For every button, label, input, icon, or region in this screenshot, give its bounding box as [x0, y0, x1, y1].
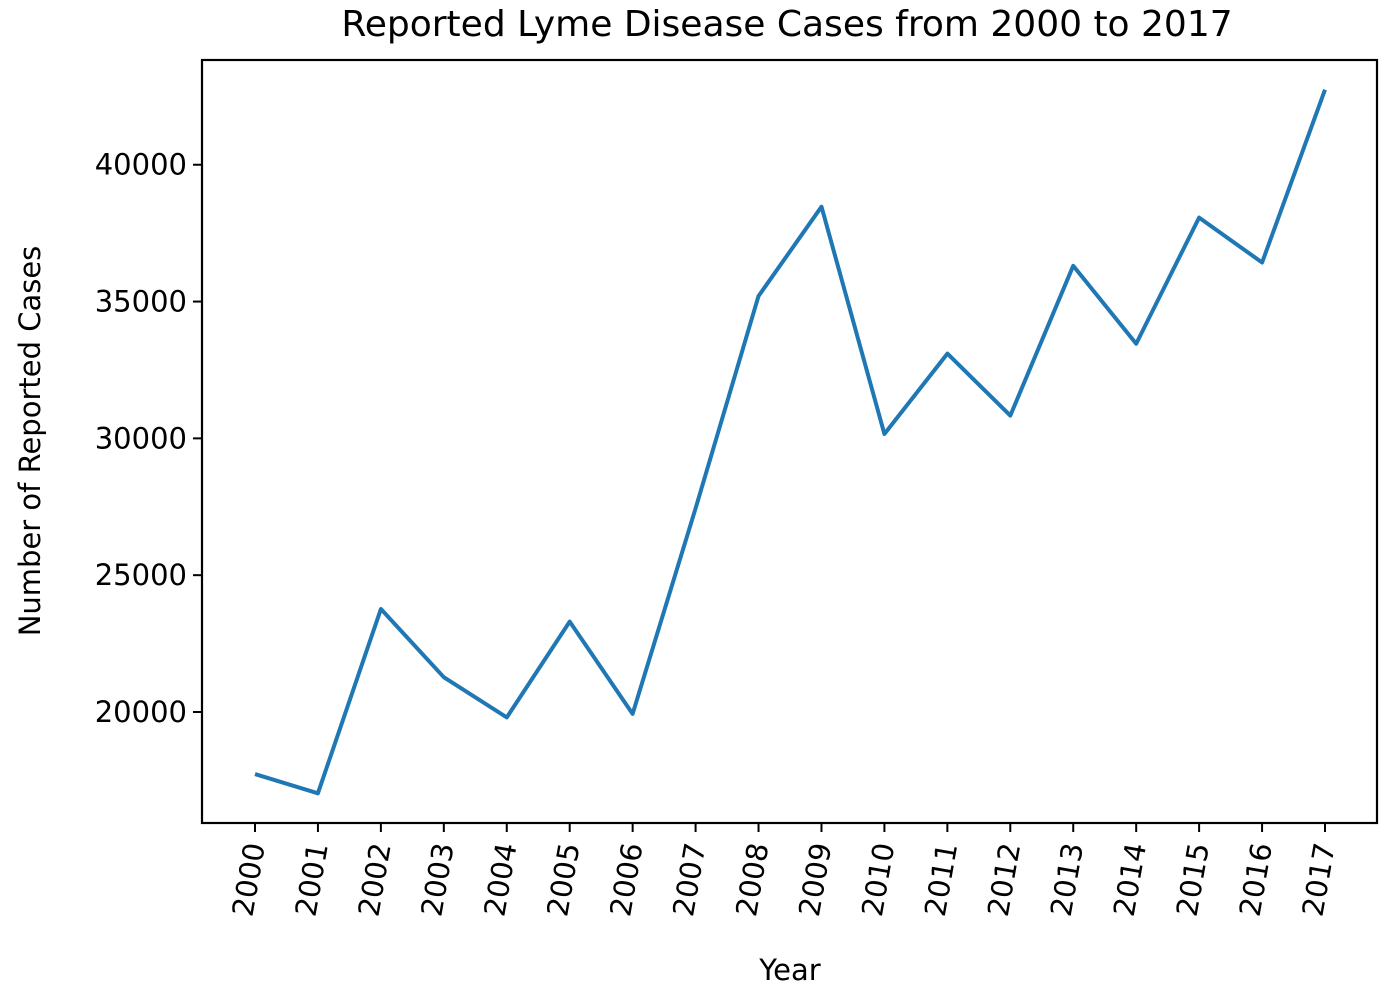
- x-tick-label-2002: 2002: [351, 840, 397, 919]
- x-tick-label-2013: 2013: [1044, 840, 1090, 919]
- x-tick-label-2008: 2008: [729, 840, 775, 919]
- y-tick-label-30000: 30000: [95, 421, 187, 455]
- x-tick-label-2017: 2017: [1296, 840, 1342, 919]
- x-tick-label-2012: 2012: [981, 840, 1027, 919]
- plot-frame: [200, 58, 1379, 825]
- plot-area: 2000 2001 2002 2003 2004 2005 2006 2007 2008 2009…: [95, 58, 1379, 919]
- y-tick-label-40000: 40000: [95, 148, 187, 182]
- x-tick-label-2009: 2009: [792, 840, 838, 919]
- x-tick-label-2015: 2015: [1170, 840, 1216, 919]
- y-axis-label: Number of Reported Cases: [13, 246, 47, 637]
- x-tick-label-2014: 2014: [1107, 840, 1153, 919]
- x-tick-label-2007: 2007: [666, 840, 712, 919]
- y-tick-label-25000: 25000: [95, 558, 187, 592]
- y-tick-label-35000: 35000: [95, 285, 187, 319]
- x-tick-label-2011: 2011: [918, 840, 964, 919]
- y-tick-label-20000: 20000: [95, 695, 187, 729]
- x-tick-label-2001: 2001: [289, 840, 335, 919]
- x-tick-label-2003: 2003: [414, 840, 460, 919]
- chart-title: Reported Lyme Disease Cases from 2000 to…: [341, 4, 1232, 45]
- x-axis-label: Year: [758, 953, 820, 987]
- x-tick-label-2010: 2010: [855, 840, 901, 919]
- x-tick-label-2005: 2005: [540, 840, 586, 919]
- x-tick-label-2016: 2016: [1233, 840, 1279, 919]
- series-line-0: [254, 89, 1327, 796]
- x-tick-label-2006: 2006: [603, 840, 649, 919]
- x-tick-label-2004: 2004: [477, 840, 523, 919]
- x-tick-label-2000: 2000: [226, 840, 272, 919]
